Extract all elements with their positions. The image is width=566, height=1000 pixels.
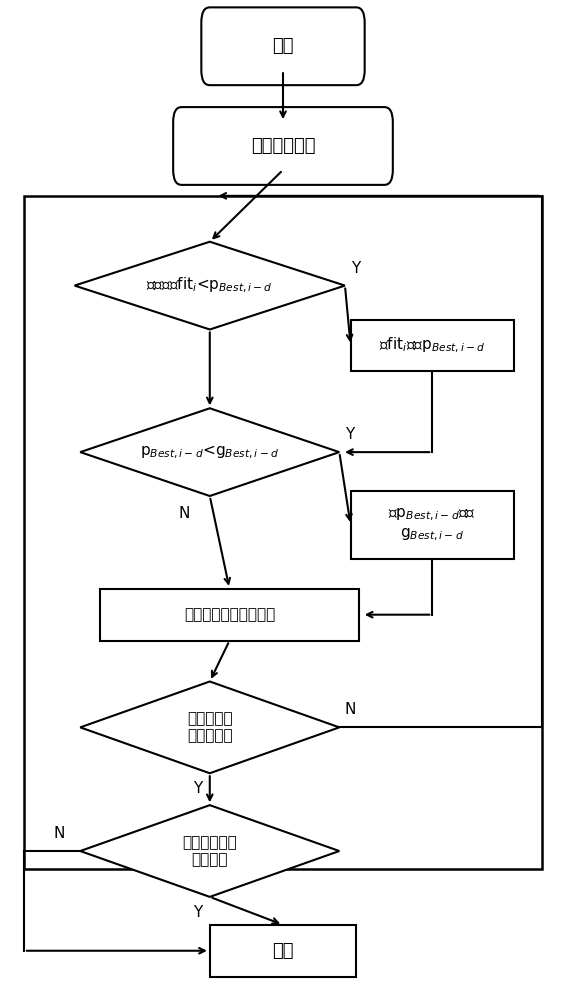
Text: Y: Y [193,905,202,920]
Text: 初始化粒子群: 初始化粒子群 [251,137,315,155]
Text: N: N [53,826,65,841]
Text: 是否满足终止
计算条件: 是否满足终止 计算条件 [182,835,237,867]
Text: N: N [179,506,190,521]
Bar [210,925,356,977]
Bar [24,196,542,869]
Text: 用p$_{Best,i-d}$替换
g$_{Best,i-d}$: 用p$_{Best,i-d}$替换 g$_{Best,i-d}$ [388,507,476,543]
Text: 开始: 开始 [272,37,294,55]
Polygon shape [80,408,340,496]
Bar [350,491,514,559]
Text: 适应度值fit$_i$<p$_{Best,i-d}$: 适应度值fit$_i$<p$_{Best,i-d}$ [147,276,273,295]
FancyBboxPatch shape [173,107,393,185]
Polygon shape [75,242,345,329]
Bar [100,589,359,641]
FancyBboxPatch shape [201,7,365,85]
Text: N: N [345,702,357,717]
Text: Y: Y [350,261,360,276]
Text: 更新粒子的速度和位置: 更新粒子的速度和位置 [184,607,275,622]
Text: Y: Y [193,781,202,796]
Polygon shape [80,805,340,897]
Text: 用fit$_i$替换p$_{Best,i-d}$: 用fit$_i$替换p$_{Best,i-d}$ [379,336,486,355]
Text: Y: Y [345,427,354,442]
Text: 结束: 结束 [272,942,294,960]
Polygon shape [80,681,340,773]
Bar [350,320,514,371]
Text: 是否计算完
所有粒子？: 是否计算完 所有粒子？ [187,711,233,744]
Text: p$_{Best,i-d}$<g$_{Best,i-d}$: p$_{Best,i-d}$<g$_{Best,i-d}$ [140,443,279,461]
